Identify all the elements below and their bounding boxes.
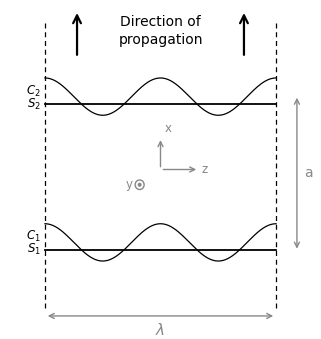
Text: y: y — [126, 178, 133, 191]
Text: a: a — [304, 166, 313, 180]
Text: $\lambda$: $\lambda$ — [155, 322, 166, 338]
Text: Direction of
propagation: Direction of propagation — [118, 15, 203, 46]
Text: $C_2$: $C_2$ — [26, 83, 41, 99]
Circle shape — [138, 183, 141, 186]
Text: $S_2$: $S_2$ — [27, 97, 41, 112]
Text: $C_1$: $C_1$ — [26, 229, 41, 244]
Text: $S_1$: $S_1$ — [27, 242, 41, 257]
Text: z: z — [201, 163, 207, 176]
Text: x: x — [165, 122, 172, 135]
